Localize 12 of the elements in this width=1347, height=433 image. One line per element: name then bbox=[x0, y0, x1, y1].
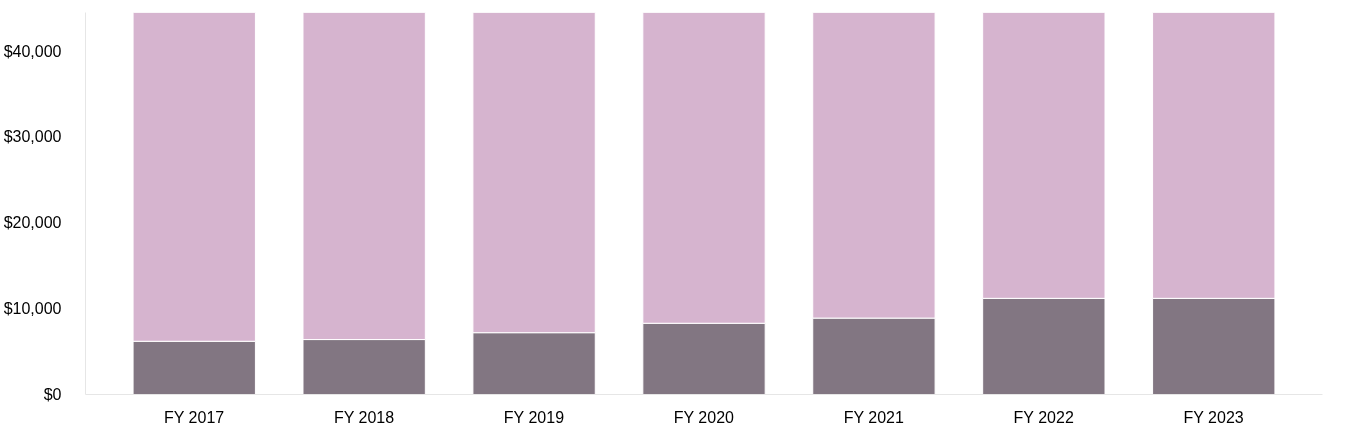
y-tick-label: $40,000 bbox=[3, 42, 62, 60]
x-tick-label: FY 2021 bbox=[843, 408, 904, 426]
y-tick-label: $0 bbox=[43, 386, 62, 403]
y-tick-label: $10,000 bbox=[3, 300, 62, 318]
x-tick-label: FY 2017 bbox=[164, 408, 225, 426]
x-tick-label: FY 2019 bbox=[503, 408, 565, 426]
y-tick-label: $20,000 bbox=[3, 214, 62, 232]
y-tick-label: $30,000 bbox=[3, 128, 62, 146]
x-tick-label: FY 2020 bbox=[673, 408, 735, 426]
x-tick-label: FY 2022 bbox=[1013, 408, 1074, 426]
x-tick-label: FY 2018 bbox=[333, 408, 395, 426]
x-tick-label: FY 2023 bbox=[1183, 408, 1244, 426]
